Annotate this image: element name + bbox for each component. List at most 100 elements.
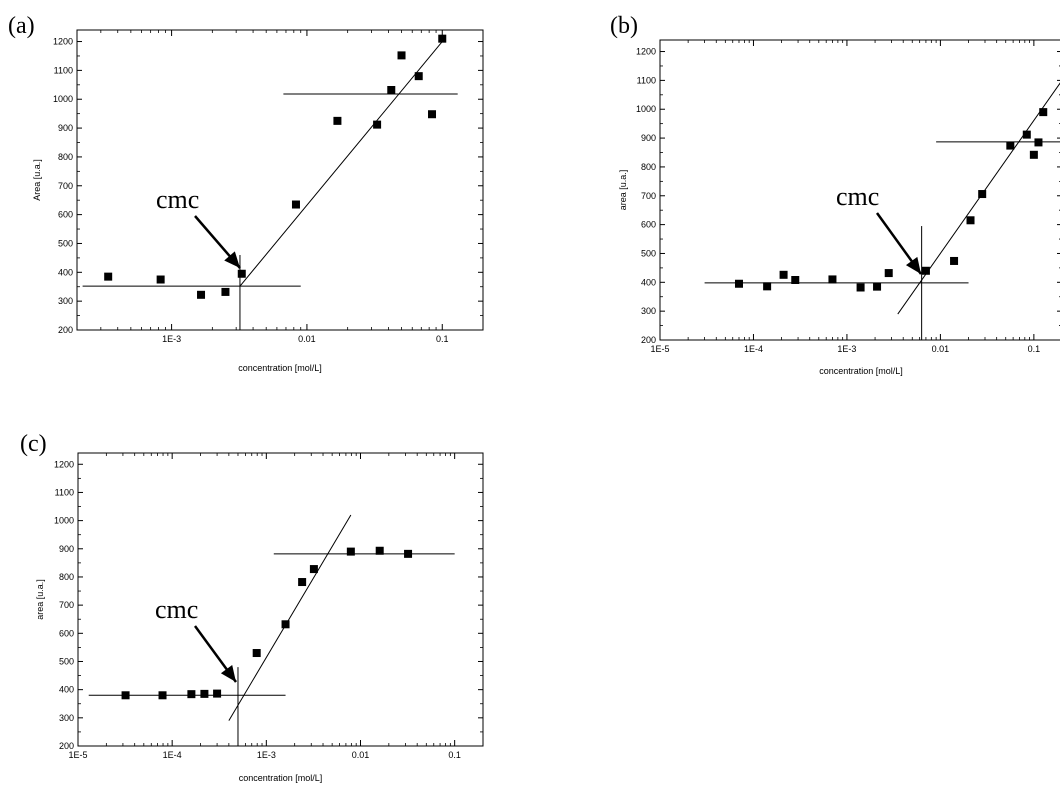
data-point — [414, 72, 423, 81]
x-tick-label: 0.01 — [298, 334, 316, 344]
chart-panel-a: 1E-3 0.01 0.1 200 300 400 500 600 700 800 900 1000 1… — [8, 13, 484, 373]
y-tick-label: 500 — [641, 248, 656, 258]
data-point — [856, 283, 865, 292]
x-axis-label: concentration [mol/L] — [239, 773, 323, 783]
data-point — [1034, 138, 1043, 147]
data-point — [187, 690, 196, 699]
y-tick-label: 1000 — [53, 94, 73, 104]
plot-frame — [659, 39, 1060, 341]
y-tick-label: 1200 — [54, 459, 74, 469]
panel-label: (a) — [8, 13, 35, 39]
y-tick-label: 300 — [59, 713, 74, 723]
y-tick-label: 1200 — [636, 47, 656, 57]
y-tick-label: 200 — [58, 325, 73, 335]
data-point — [375, 546, 384, 555]
panel-label: (c) — [20, 431, 47, 457]
y-tick-label: 1100 — [54, 65, 73, 75]
data-point — [373, 120, 382, 129]
data-point — [763, 282, 772, 291]
data-point — [884, 269, 893, 278]
y-tick-label: 200 — [641, 335, 656, 345]
y-tick-label: 600 — [58, 210, 73, 220]
x-axis-label: concentration [mol/L] — [819, 366, 903, 376]
data-point — [309, 565, 318, 574]
data-point — [438, 34, 447, 43]
data-points — [734, 108, 1048, 292]
y-tick-label: 1100 — [637, 75, 656, 85]
data-point — [121, 691, 130, 700]
y-tick-label: 500 — [59, 656, 74, 666]
data-point — [1029, 150, 1038, 159]
data-point — [921, 266, 930, 275]
x-tick-label: 1E-5 — [650, 344, 669, 354]
y-tick-label: 700 — [59, 600, 74, 610]
data-point — [291, 200, 300, 209]
cmc-arrow-head — [905, 256, 921, 274]
y-tick-label: 900 — [641, 133, 656, 143]
y-axis-label: Area [u.a.] — [32, 159, 42, 201]
data-point — [978, 190, 987, 199]
y-axis-label: area [u.a.] — [618, 170, 628, 211]
x-tick-label: 1E-3 — [257, 750, 276, 760]
y-tick-label: 800 — [58, 152, 73, 162]
plot-frame — [76, 29, 484, 331]
data-point — [428, 110, 437, 119]
x-tick-label: 1E-4 — [744, 344, 763, 354]
y-tick-label: 500 — [58, 238, 73, 248]
x-tick-label: 0.1 — [1028, 344, 1041, 354]
y-tick-label: 800 — [59, 572, 74, 582]
cmc-arrow-head — [220, 664, 236, 682]
x-tick-label: 0.01 — [352, 750, 370, 760]
data-point — [828, 275, 837, 284]
y-tick-label: 200 — [59, 741, 74, 751]
cmc-label: cmc — [836, 182, 879, 211]
chart-panel-c: 1E-5 1E-4 1E-3 0.01 0.1 200 300 400 500 600 700 800… — [20, 431, 484, 783]
plot-frame — [77, 452, 484, 747]
data-point — [791, 276, 800, 284]
data-point — [156, 275, 165, 284]
data-point — [237, 269, 246, 278]
cmc-label: cmc — [156, 185, 199, 214]
y-tick-label: 400 — [59, 685, 74, 695]
data-point — [1022, 130, 1031, 139]
x-tick-label: 1E-5 — [68, 750, 87, 760]
y-tick-label: 900 — [58, 123, 73, 133]
data-point — [387, 86, 396, 94]
y-tick-label: 600 — [59, 628, 74, 638]
y-tick-label: 400 — [641, 277, 656, 287]
data-point — [298, 578, 307, 587]
data-point — [397, 51, 406, 60]
y-tick-label: 1000 — [54, 516, 74, 526]
data-points — [121, 546, 413, 700]
data-point — [950, 256, 959, 265]
data-point — [734, 279, 743, 288]
data-point — [252, 649, 261, 658]
fit-line — [239, 41, 443, 287]
y-tick-label: 1200 — [53, 37, 73, 47]
fit-line — [228, 514, 352, 721]
x-tick-label: 1E-4 — [163, 750, 182, 760]
y-tick-label: 700 — [641, 191, 656, 201]
data-point — [1006, 141, 1015, 150]
cmc-arrow-head — [224, 251, 240, 268]
data-point — [158, 691, 167, 700]
data-point — [221, 287, 230, 296]
data-point — [213, 689, 222, 698]
y-tick-label: 1100 — [55, 487, 74, 497]
chart-panel-b: 1E-5 1E-4 1E-3 0.01 0.1 200 300 400 500 600 700 800… — [610, 13, 1060, 376]
y-tick-label: 600 — [641, 220, 656, 230]
y-tick-label: 400 — [58, 267, 73, 277]
data-point — [1039, 108, 1048, 117]
x-axis-label: concentration [mol/L] — [238, 363, 322, 373]
data-point — [346, 547, 355, 556]
data-point — [281, 620, 290, 629]
x-tick-label: 0.1 — [448, 750, 461, 760]
y-tick-label: 700 — [58, 181, 73, 191]
x-tick-label: 1E-3 — [837, 344, 856, 354]
panel-label: (b) — [610, 13, 638, 39]
fit-lines — [88, 514, 455, 746]
y-axis-label: area [u.a.] — [35, 579, 45, 620]
data-point — [104, 272, 113, 281]
data-point — [779, 270, 788, 279]
